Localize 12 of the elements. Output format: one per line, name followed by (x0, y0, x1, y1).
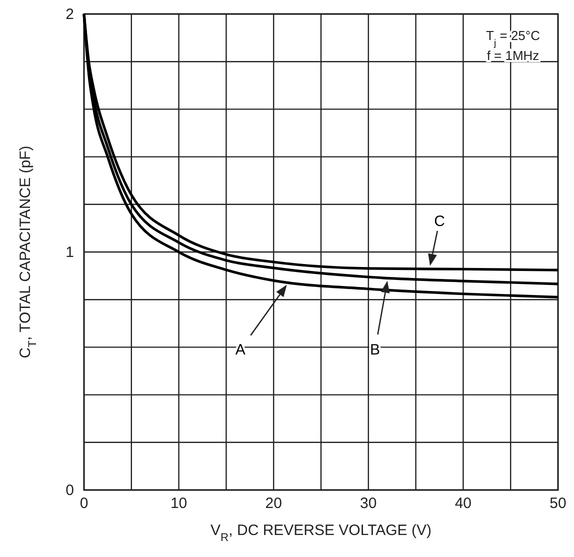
x-tick-label: 10 (170, 495, 188, 512)
x-tick-label: 40 (454, 495, 472, 512)
text: C (434, 213, 446, 230)
x-tick-label: 20 (265, 495, 282, 512)
x-axis-title: V$_{R}$, DC REVERSE VOLTAGE (V) (210, 522, 432, 544)
x-tick-label: 30 (360, 495, 377, 512)
x-tick-label: 50 (550, 495, 566, 512)
annotation: T$_{j}$ = 25°C (486, 28, 540, 48)
y-tick-label: 2 (66, 6, 74, 23)
y-tick-label: 1 (66, 244, 74, 261)
x-tick-label: 0 (80, 495, 88, 512)
y-tick-label: 0 (66, 482, 74, 499)
